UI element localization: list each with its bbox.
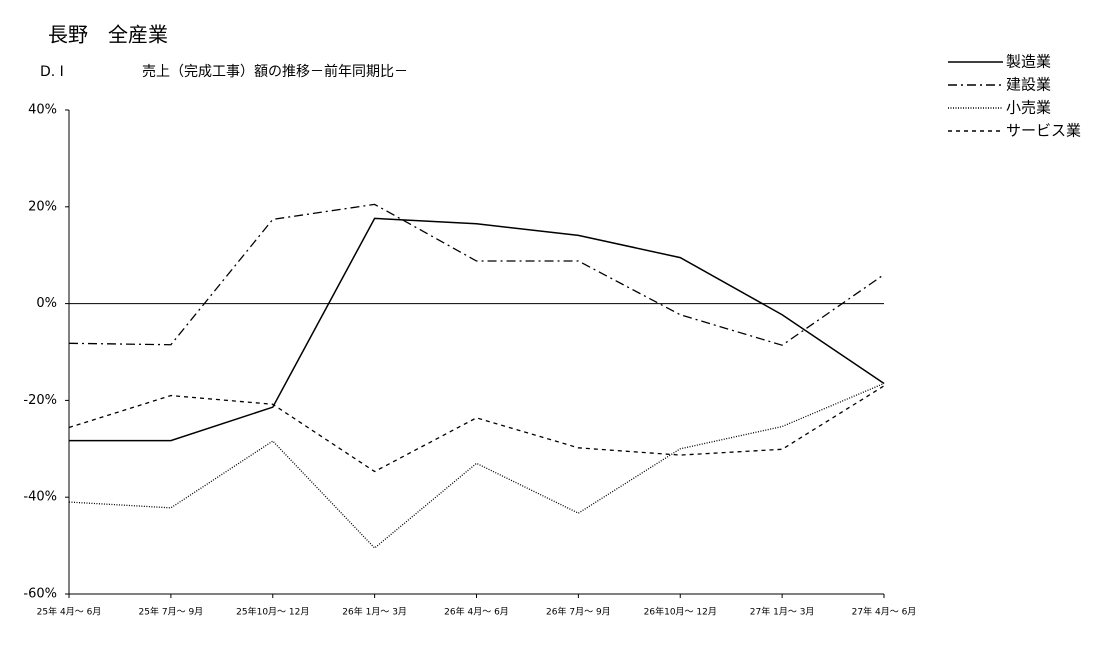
- chart-subtitle: 売上（完成工事）額の推移－前年同期比－: [142, 63, 408, 80]
- chart-title: 長野 全産業: [48, 23, 168, 47]
- x-tick-label: 26年 1月～ 3月: [342, 606, 407, 618]
- legend-label: サービス業: [1006, 122, 1081, 140]
- x-tick-label: 27年 4月～ 6月: [852, 606, 917, 618]
- series-line: [68, 203, 885, 346]
- series-line: [68, 385, 885, 473]
- x-tick-label: 25年 4月～ 6月: [37, 606, 102, 618]
- y-tick-label: -20%: [23, 393, 57, 408]
- x-tick-label: 25年 7月～ 9月: [139, 606, 204, 618]
- legend-label: 製造業: [1006, 53, 1051, 71]
- y-tick-label: 40%: [28, 103, 57, 118]
- subtitle-left: D. I: [40, 64, 64, 80]
- series-line: [69, 217, 885, 442]
- x-tick-label: 25年10月～ 12月: [236, 606, 309, 618]
- x-tick-label: 26年10月～ 12月: [644, 606, 717, 618]
- legend-label: 小売業: [1006, 99, 1051, 117]
- x-tick-label: 26年 4月～ 6月: [444, 606, 509, 618]
- y-tick-label: -40%: [23, 490, 57, 505]
- series-line: [68, 382, 885, 549]
- y-tick-label: 20%: [28, 199, 57, 214]
- x-tick-label: 27年 1月～ 3月: [750, 606, 815, 618]
- y-tick-label: -60%: [23, 587, 57, 602]
- x-tick-label: 26年 7月～ 9月: [546, 606, 611, 618]
- y-tick-label: 0%: [36, 296, 57, 311]
- legend-label: 建設業: [1006, 76, 1051, 94]
